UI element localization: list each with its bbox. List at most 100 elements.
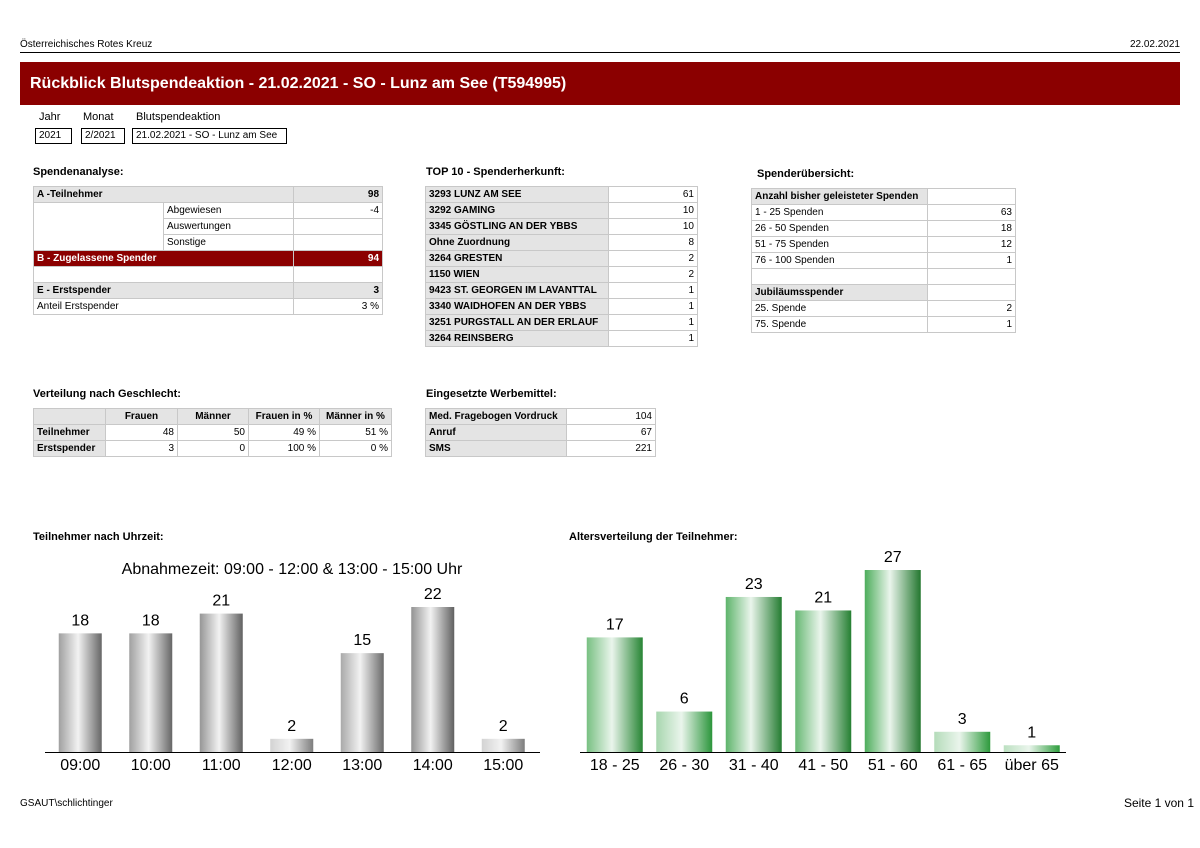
data-label: 27 bbox=[884, 549, 902, 566]
chart-bar bbox=[795, 610, 852, 752]
chart-bar bbox=[864, 570, 921, 752]
spendenanalyse-table: A -Teilnehmer 98 Abgewiesen -4 Auswertun… bbox=[32, 186, 384, 315]
zugelassene-value: 94 bbox=[293, 250, 384, 267]
uebersicht-title: Spenderübersicht: bbox=[757, 168, 855, 180]
geschlecht-table: Frauen Männer Frauen in % Männer in % Teilne… bbox=[33, 408, 392, 457]
chart-bar bbox=[481, 738, 525, 752]
table-row: 3340 WAIDHOFEN AN DER YBBS 1 bbox=[425, 298, 698, 315]
table-cell: 100 % bbox=[248, 440, 320, 457]
chart-bar bbox=[58, 633, 102, 752]
filter-month-label: Monat bbox=[83, 111, 114, 123]
column-header: Männer in % bbox=[319, 408, 392, 425]
werbemittel-table: Med. Fragebogen Vordruck 104 Anruf 67 SMS 221 bbox=[425, 408, 656, 457]
table-row: 3292 GAMING 10 bbox=[425, 202, 698, 219]
footer-user: GSAUT\schlichtinger bbox=[20, 798, 113, 809]
tick-label: 11:00 bbox=[202, 757, 241, 774]
werbemittel-label: SMS bbox=[425, 440, 567, 457]
anteil-label: Anteil Erstspender bbox=[32, 298, 295, 315]
table-row: Anzahl bisher geleisteter Spenden bbox=[751, 188, 1016, 205]
chart-bar bbox=[411, 607, 455, 752]
table-row: 3264 GRESTEN 2 bbox=[425, 250, 698, 267]
column-header: Männer bbox=[177, 408, 249, 425]
origin-name: 3264 GRESTEN bbox=[425, 250, 609, 267]
table-row: Frauen Männer Frauen in % Männer in % bbox=[33, 408, 392, 425]
tick-label: 12:00 bbox=[272, 757, 312, 774]
origin-name: Ohne Zuordnung bbox=[425, 234, 609, 251]
table-row: 1150 WIEN 2 bbox=[425, 266, 698, 283]
chart-bar bbox=[340, 653, 384, 752]
column-header: Frauen bbox=[105, 408, 178, 425]
chart-bar bbox=[199, 613, 243, 752]
chart-bar bbox=[656, 711, 713, 752]
table-row: 9423 ST. GEORGEN IM LAVANTTAL 1 bbox=[425, 282, 698, 299]
filter-action-field[interactable]: 21.02.2021 - SO - Lunz am See bbox=[132, 128, 287, 144]
tick-label: 26 - 30 bbox=[659, 757, 709, 774]
chart-bar bbox=[586, 637, 643, 752]
tick-label: 41 - 50 bbox=[798, 757, 848, 774]
data-label: 18 bbox=[71, 612, 89, 629]
chart-bar bbox=[934, 731, 991, 752]
data-label: 2 bbox=[499, 718, 508, 735]
anteil-value: 3 % bbox=[293, 298, 384, 315]
header-divider bbox=[20, 52, 1180, 53]
filter-year-label: Jahr bbox=[39, 111, 61, 123]
chart-bar bbox=[1003, 745, 1060, 752]
table-row: 3293 LUNZ AM SEE 61 bbox=[425, 186, 698, 203]
table-cell: 3 bbox=[105, 440, 178, 457]
chart-bar bbox=[725, 596, 782, 752]
tick-label: 51 - 60 bbox=[868, 757, 918, 774]
werbemittel-value: 221 bbox=[566, 440, 656, 457]
data-label: 15 bbox=[353, 632, 371, 649]
table-row: Auswertungen bbox=[33, 218, 384, 235]
tick-label: 13:00 bbox=[342, 757, 382, 774]
data-label: 18 bbox=[142, 612, 160, 629]
uebersicht-header: Anzahl bisher geleisteter Spenden bbox=[751, 188, 928, 205]
table-row: 3251 PURGSTALL AN DER ERLAUF 1 bbox=[425, 314, 698, 331]
data-label: 21 bbox=[212, 593, 230, 610]
table-row: Anruf 67 bbox=[425, 424, 656, 441]
origin-name: 3264 REINSBERG bbox=[425, 330, 609, 347]
tick-label: 15:00 bbox=[483, 757, 523, 774]
table-row: A -Teilnehmer 98 bbox=[32, 186, 384, 203]
table-row: Anteil Erstspender 3 % bbox=[32, 298, 384, 315]
table-row: B - Zugelassene Spender 94 bbox=[32, 250, 384, 267]
filter-action-label: Blutspendeaktion bbox=[136, 111, 221, 123]
filter-year-field[interactable]: 2021 bbox=[35, 128, 72, 144]
top10-title: TOP 10 - Spenderherkunft: bbox=[426, 166, 565, 178]
table-row: 3345 GÖSTLING AN DER YBBS 10 bbox=[425, 218, 698, 235]
chart-uhrzeit-subtitle: Abnahmezeit: 09:00 - 12:00 & 13:00 - 15:… bbox=[122, 561, 463, 578]
table-row: SMS 221 bbox=[425, 440, 656, 457]
table-row: 3264 REINSBERG 1 bbox=[425, 330, 698, 347]
table-row: Abgewiesen -4 bbox=[33, 202, 384, 219]
teilnehmer-value: 98 bbox=[293, 186, 384, 203]
chart-alter-title: Altersverteilung der Teilnehmer: bbox=[569, 531, 738, 543]
data-label: 1 bbox=[1027, 724, 1036, 741]
origin-name: 3251 PURGSTALL AN DER ERLAUF bbox=[425, 314, 609, 331]
tick-label: 09:00 bbox=[60, 757, 100, 774]
column-header: Frauen in % bbox=[248, 408, 320, 425]
werbemittel-title: Eingesetzte Werbemittel: bbox=[426, 388, 557, 400]
table-row: Erstspender 3 0 100 % 0 % bbox=[33, 440, 392, 457]
chart-bar bbox=[270, 738, 314, 752]
jubilaeum-value: 1 bbox=[927, 316, 1016, 333]
origin-name: 3293 LUNZ AM SEE bbox=[425, 186, 609, 203]
table-row: Med. Fragebogen Vordruck 104 bbox=[425, 408, 656, 425]
data-label: 21 bbox=[814, 589, 832, 606]
origin-name: 3292 GAMING bbox=[425, 202, 609, 219]
filter-month-field[interactable]: 2/2021 bbox=[81, 128, 125, 144]
table-row: E - Erstspender 3 bbox=[32, 282, 384, 299]
uebersicht-table: Anzahl bisher geleisteter Spenden 1 - 25 … bbox=[751, 188, 1016, 333]
data-label: 2 bbox=[287, 718, 296, 735]
tick-label: 10:00 bbox=[131, 757, 171, 774]
table-cell: 0 % bbox=[319, 440, 392, 457]
teilnehmer-label: A -Teilnehmer bbox=[32, 186, 295, 203]
tick-label: 61 - 65 bbox=[937, 757, 987, 774]
chart-uhrzeit-title: Teilnehmer nach Uhrzeit: bbox=[33, 531, 164, 543]
tick-label: 14:00 bbox=[413, 757, 453, 774]
row-label: Erstspender bbox=[33, 440, 106, 457]
tick-label: 18 - 25 bbox=[590, 757, 640, 774]
tick-label: 31 - 40 bbox=[729, 757, 779, 774]
organization-name: Österreichisches Rotes Kreuz bbox=[20, 39, 153, 50]
erstspender-label: E - Erstspender bbox=[32, 282, 295, 299]
